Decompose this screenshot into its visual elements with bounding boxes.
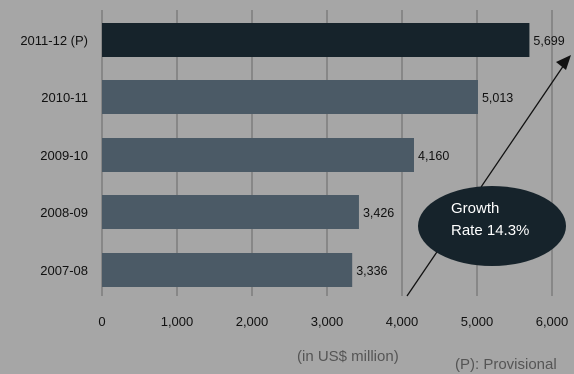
- growth-text-line2: Rate 14.3%: [451, 222, 529, 239]
- bar: [102, 138, 414, 172]
- category-label: 2008-09: [40, 205, 88, 220]
- bar: [102, 253, 353, 287]
- category-label: 2011-12 (P): [20, 33, 88, 48]
- category-label: 2010-11: [41, 90, 88, 105]
- x-tick-labels: 0 1,000 2,000 3,000 4,000 5,000 6,000: [98, 314, 568, 329]
- value-labels: 5,699 5,013 4,160 3,426 3,336: [356, 34, 565, 278]
- category-labels: 2011-12 (P) 2010-11 2009-10 2008-09 2007-08: [20, 33, 88, 278]
- bar: [102, 23, 530, 57]
- x-tick-label: 2,000: [236, 314, 269, 329]
- category-label: 2009-10: [40, 148, 88, 163]
- x-tick-label: 3,000: [311, 314, 344, 329]
- bar: [102, 80, 478, 114]
- growth-text-line1: Growth: [451, 200, 499, 217]
- x-tick-label: 6,000: [536, 314, 569, 329]
- growth-annotation: Growth Rate 14.3%: [406, 55, 571, 297]
- bar-value-label: 5,699: [533, 34, 564, 48]
- x-tick-label: 1,000: [161, 314, 194, 329]
- bar-value-label: 4,160: [418, 149, 449, 163]
- growth-ellipse: [418, 186, 566, 266]
- bar: [102, 195, 359, 229]
- x-tick-label: 4,000: [386, 314, 419, 329]
- bars: [102, 23, 530, 287]
- bar-value-label: 5,013: [482, 91, 513, 105]
- growth-arrow-head: [556, 55, 571, 70]
- growth-arrow-line: [406, 61, 567, 297]
- bar-value-label: 3,336: [356, 264, 387, 278]
- bar-value-label: 3,426: [363, 206, 394, 220]
- category-label: 2007-08: [40, 263, 88, 278]
- unit-label: (in US$ million): [297, 348, 399, 365]
- x-tick-label: 5,000: [461, 314, 494, 329]
- x-tick-label: 0: [98, 314, 105, 329]
- provisional-note: (P): Provisional: [455, 356, 557, 373]
